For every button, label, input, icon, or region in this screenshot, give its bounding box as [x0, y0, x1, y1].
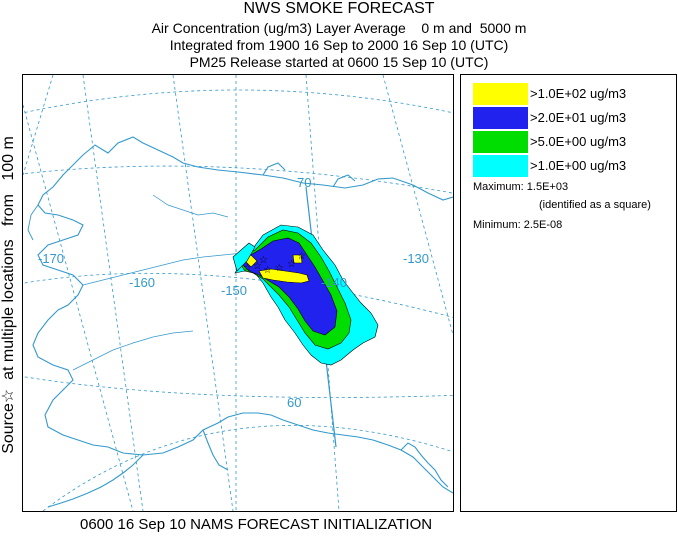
legend-swatch	[473, 107, 528, 129]
concentration-subtitle: Air Concentration (ug/m3) Layer Average …	[151, 20, 527, 36]
latitude-label: 70	[297, 175, 311, 190]
smoke-plume	[232, 224, 379, 366]
source-location-label: Source☆ at multiple locations from 100 m	[0, 136, 17, 454]
longitude-label: -140	[321, 275, 347, 290]
west-coast	[32, 309, 109, 448]
source-marker: ☆	[297, 251, 306, 262]
yukon-river	[82, 250, 259, 286]
latitude-arc	[23, 89, 453, 114]
meridian	[82, 75, 144, 511]
source-marker: ☆	[243, 263, 252, 274]
coastline	[27, 136, 453, 508]
source-marker: ☆	[253, 261, 262, 272]
legend-item: >1.0E+02 ug/m3	[473, 83, 673, 105]
minimum-value: Minimum: 2.5E-08	[473, 219, 563, 231]
meridian	[23, 75, 54, 176]
maximum-value: Maximum: 1.5E+03	[473, 181, 569, 193]
latitude-arc	[23, 376, 453, 398]
norton-sound-detail	[27, 204, 39, 241]
latitude-arc	[42, 424, 453, 511]
northwest-coast	[37, 154, 84, 311]
release-start: PM25 Release started at 0600 15 Sep 10 (…	[189, 54, 489, 70]
map-panel: ☆ ☆ ☆ ☆ ☆ ☆ ☆ -170 -160 -150 -140 -130 7…	[22, 74, 454, 512]
initialization-caption: 0600 16 Sep 10 NAMS FORECAST INITIALIZAT…	[80, 516, 433, 533]
latitude-arc	[23, 165, 453, 194]
meridian	[172, 75, 234, 511]
source-markers: ☆ ☆ ☆ ☆ ☆ ☆ ☆	[243, 251, 306, 276]
longitude-label: -130	[403, 251, 429, 266]
legend-label: >2.0E+01 ug/m3	[530, 110, 627, 125]
south-coast	[107, 412, 453, 494]
legend-item: >1.0E+00 ug/m3	[473, 155, 673, 177]
legend-swatch	[473, 131, 528, 153]
kenai-peninsula	[202, 429, 229, 471]
legend-item: >5.0E+00 ug/m3	[473, 131, 673, 153]
legend-label: >5.0E+00 ug/m3	[530, 134, 627, 149]
source-marker: ☆	[287, 259, 296, 270]
longitude-label: -150	[221, 283, 247, 298]
kuskokwim-river	[72, 330, 194, 371]
source-marker: ☆	[263, 265, 272, 276]
latitude-label: 60	[287, 395, 301, 410]
legend-item: >2.0E+01 ug/m3	[473, 107, 673, 129]
panhandle	[400, 442, 449, 488]
source-marker: ☆	[259, 255, 268, 266]
plume-contour-yellow-north	[292, 254, 303, 264]
northern-river	[152, 194, 229, 218]
meridian	[382, 75, 453, 336]
legend-label: >1.0E+00 ug/m3	[530, 158, 627, 173]
source-marker: ☆	[275, 263, 284, 274]
forecast-title: NWS SMOKE FORECAST	[243, 0, 435, 17]
smoke-map: ☆ ☆ ☆ ☆ ☆ ☆ ☆ -170 -160 -150 -140 -130 7…	[23, 75, 453, 511]
legend-swatch	[473, 83, 528, 105]
plume-contour-cyan-west	[232, 242, 256, 272]
integration-period: Integrated from 1900 16 Sep to 2000 16 S…	[169, 37, 509, 53]
north-coast	[82, 136, 453, 201]
legend-swatch	[473, 155, 528, 177]
alaska-peninsula	[47, 454, 144, 508]
legend-panel: >1.0E+02 ug/m3 >2.0E+01 ug/m3 >5.0E+00 u…	[460, 74, 677, 512]
meridian	[23, 104, 134, 511]
maximum-note: (identified as a square)	[539, 199, 651, 211]
longitude-label: -170	[38, 251, 64, 266]
plume-contour-yellow	[258, 268, 310, 284]
arctic-shore-detail	[262, 162, 356, 188]
legend-label: >1.0E+02 ug/m3	[530, 86, 627, 101]
longitude-label: -160	[129, 275, 155, 290]
